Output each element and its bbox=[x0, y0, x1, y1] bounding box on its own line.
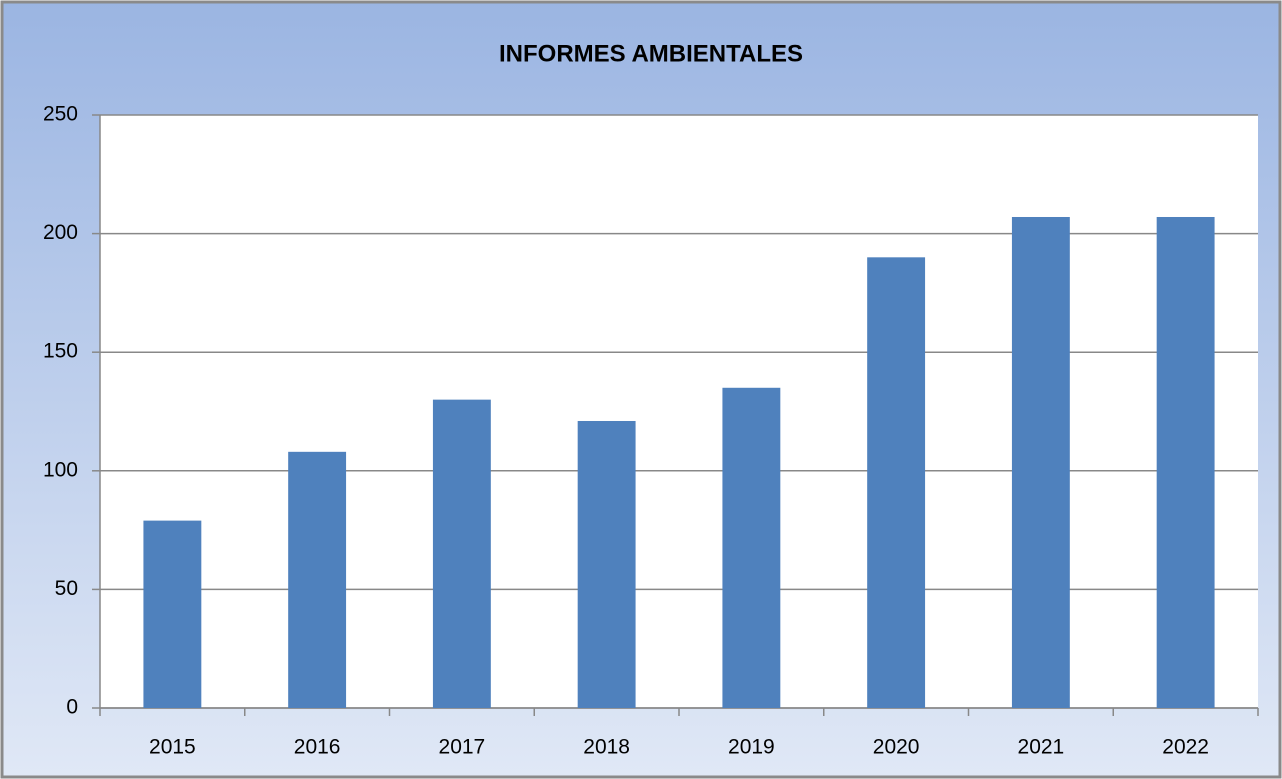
x-tick-label: 2018 bbox=[583, 736, 630, 759]
y-tick-label: 50 bbox=[55, 577, 78, 600]
bar bbox=[288, 451, 347, 708]
y-tick-label: 0 bbox=[66, 696, 78, 719]
bar bbox=[1011, 216, 1070, 708]
x-tick-label: 2020 bbox=[873, 736, 920, 759]
x-tick-label: 2021 bbox=[1018, 736, 1065, 759]
chart-title: INFORMES AMBIENTALES bbox=[499, 40, 803, 67]
bar bbox=[867, 257, 926, 708]
bar bbox=[1156, 216, 1215, 708]
plot-area bbox=[100, 115, 1258, 708]
x-tick-label: 2022 bbox=[1162, 736, 1209, 759]
y-tick-label: 100 bbox=[43, 458, 78, 481]
y-tick-label: 150 bbox=[43, 340, 78, 363]
x-tick-label: 2016 bbox=[294, 736, 341, 759]
bar bbox=[143, 520, 202, 708]
x-tick-label: 2017 bbox=[439, 736, 486, 759]
x-tick-label: 2019 bbox=[728, 736, 775, 759]
y-tick-label: 250 bbox=[43, 103, 78, 126]
bar bbox=[577, 420, 636, 708]
bar bbox=[432, 399, 491, 708]
x-tick-label: 2015 bbox=[149, 736, 196, 759]
bar bbox=[722, 387, 781, 708]
y-tick-label: 200 bbox=[43, 221, 78, 244]
